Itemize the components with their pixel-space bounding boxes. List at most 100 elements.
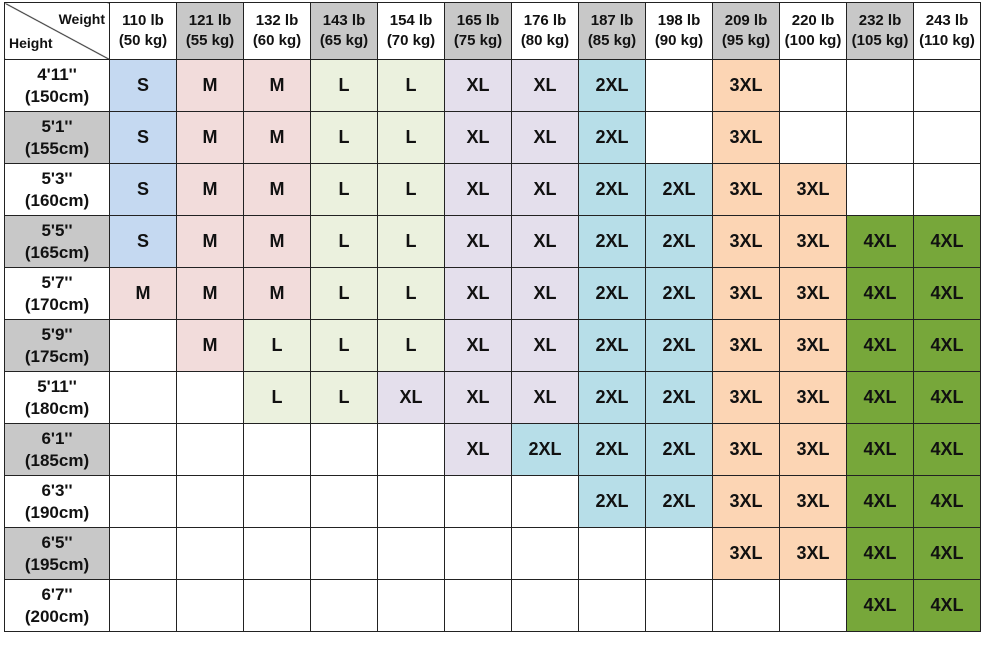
size-cell: M	[176, 319, 244, 372]
size-cell: 4XL	[846, 423, 914, 476]
size-cell	[444, 579, 512, 632]
size-cell: 4XL	[913, 215, 981, 268]
size-row: 5'7'' (170cm) M M M L L XL XL 2XL 2XL 3XL 3XL 4XL 4XL	[4, 267, 981, 320]
size-cell: L	[377, 215, 445, 268]
size-cell	[645, 111, 713, 164]
size-cell: 2XL	[578, 267, 646, 320]
weight-lb: 220 lb	[791, 12, 835, 29]
size-cell	[913, 111, 981, 164]
size-cell: 3XL	[712, 319, 780, 372]
size-cell: 4XL	[913, 423, 981, 476]
size-cell: 2XL	[645, 371, 713, 424]
size-cell: 2XL	[645, 423, 713, 476]
size-cell: 3XL	[712, 267, 780, 320]
size-row: 6'3'' (190cm) 2XL 2XL 3XL 3XL 4XL 4XL	[4, 475, 981, 528]
size-cell: S	[109, 163, 177, 216]
height-cm: (175cm)	[24, 346, 90, 366]
size-cell	[511, 579, 579, 632]
height-ft: 5'5''	[41, 220, 73, 240]
size-cell: XL	[444, 59, 512, 112]
height-cm: (170cm)	[24, 294, 90, 314]
size-cell: XL	[511, 111, 579, 164]
size-cell	[109, 475, 177, 528]
size-cell: S	[109, 215, 177, 268]
size-cell	[310, 475, 378, 528]
size-cell	[913, 59, 981, 112]
weight-kg: (80 kg)	[520, 32, 570, 49]
size-cell	[243, 475, 311, 528]
size-cell: 2XL	[578, 163, 646, 216]
size-cell: M	[243, 163, 311, 216]
size-cell	[176, 527, 244, 580]
height-header: 6'7'' (200cm)	[4, 579, 110, 632]
size-cell: M	[243, 267, 311, 320]
size-cell: XL	[444, 371, 512, 424]
size-cell	[511, 527, 579, 580]
size-cell: M	[243, 215, 311, 268]
size-cell: M	[243, 59, 311, 112]
size-row: 6'5'' (195cm) 3XL 3XL 4XL 4XL	[4, 527, 981, 580]
size-cell: 4XL	[913, 527, 981, 580]
weight-lb: 165 lb	[456, 12, 500, 29]
size-cell: L	[377, 319, 445, 372]
height-ft: 6'1''	[41, 428, 73, 448]
size-cell	[243, 423, 311, 476]
size-cell	[913, 163, 981, 216]
weight-header: 232 lb (105 kg)	[846, 2, 914, 60]
size-cell: M	[176, 59, 244, 112]
size-cell: 2XL	[645, 215, 713, 268]
size-cell: L	[377, 163, 445, 216]
size-cell: L	[377, 59, 445, 112]
size-cell: 2XL	[578, 59, 646, 112]
size-cell	[779, 111, 847, 164]
size-cell: 4XL	[913, 371, 981, 424]
size-cell	[645, 59, 713, 112]
size-row: 6'1'' (185cm) XL 2XL 2XL 2XL 3XL 3XL 4XL 4XL	[4, 423, 981, 476]
weight-lb: 243 lb	[925, 12, 969, 29]
weight-lb: 110 lb	[122, 12, 164, 29]
size-cell: 2XL	[645, 267, 713, 320]
size-cell	[377, 475, 445, 528]
size-cell: 3XL	[779, 319, 847, 372]
size-cell: XL	[444, 163, 512, 216]
size-cell: L	[377, 111, 445, 164]
weight-header: 243 lb (110 kg)	[913, 2, 981, 60]
weight-kg: (95 kg)	[721, 32, 771, 49]
weight-kg: (85 kg)	[587, 32, 637, 49]
size-cell	[109, 371, 177, 424]
weight-kg: (105 kg)	[851, 32, 909, 49]
size-cell: XL	[444, 319, 512, 372]
size-row: 6'7'' (200cm) 4XL 4XL	[4, 579, 981, 632]
size-cell: L	[310, 267, 378, 320]
height-header: 5'1'' (155cm)	[4, 111, 110, 164]
size-cell	[176, 423, 244, 476]
weight-lb: 121 lb	[188, 12, 232, 29]
height-ft: 5'7''	[41, 272, 73, 292]
size-cell: L	[310, 371, 378, 424]
size-cell	[310, 527, 378, 580]
size-cell	[310, 579, 378, 632]
size-cell: 3XL	[712, 163, 780, 216]
size-cell: 3XL	[712, 215, 780, 268]
size-chart: Weight Height 110 lb (50 kg) 121 lb (55 kg) 1…	[4, 2, 981, 632]
weight-header: 176 lb (80 kg)	[511, 2, 579, 60]
size-cell: 3XL	[779, 423, 847, 476]
weight-lb: 143 lb	[322, 12, 366, 29]
size-cell: XL	[511, 59, 579, 112]
size-cell: 3XL	[712, 111, 780, 164]
size-cell: 3XL	[779, 215, 847, 268]
size-cell: 4XL	[846, 371, 914, 424]
size-cell	[578, 527, 646, 580]
weight-kg: (75 kg)	[453, 32, 503, 49]
size-cell: M	[176, 215, 244, 268]
size-cell: 3XL	[779, 371, 847, 424]
size-cell: 2XL	[578, 215, 646, 268]
height-cm: (195cm)	[24, 554, 90, 574]
weight-lb: 154 lb	[389, 12, 433, 29]
size-cell	[243, 527, 311, 580]
size-cell	[779, 579, 847, 632]
size-cell: L	[310, 111, 378, 164]
size-cell: 2XL	[645, 475, 713, 528]
size-cell: M	[243, 111, 311, 164]
size-cell: 4XL	[913, 319, 981, 372]
